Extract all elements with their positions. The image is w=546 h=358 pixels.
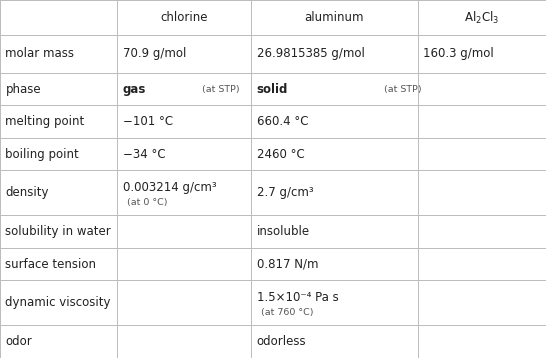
Text: insoluble: insoluble [257, 225, 310, 238]
Text: odorless: odorless [257, 335, 306, 348]
Text: 160.3 g/mol: 160.3 g/mol [423, 48, 494, 61]
Text: 2.7 g/cm³: 2.7 g/cm³ [257, 187, 313, 199]
Text: dynamic viscosity: dynamic viscosity [5, 296, 111, 309]
Text: 0.003214 g/cm³: 0.003214 g/cm³ [123, 180, 216, 194]
Text: −34 °C: −34 °C [123, 147, 165, 161]
Text: gas: gas [123, 83, 146, 96]
Text: 1.5×10⁻⁴ Pa s: 1.5×10⁻⁴ Pa s [257, 291, 339, 304]
Text: surface tension: surface tension [5, 258, 97, 271]
Text: odor: odor [5, 335, 32, 348]
Text: (at STP): (at STP) [202, 84, 240, 93]
Text: phase: phase [5, 83, 41, 96]
Text: 2460 °C: 2460 °C [257, 147, 304, 161]
Text: Al$_2$Cl$_3$: Al$_2$Cl$_3$ [464, 10, 500, 26]
Text: molar mass: molar mass [5, 48, 74, 61]
Text: density: density [5, 187, 49, 199]
Text: (at 0 °C): (at 0 °C) [127, 198, 168, 207]
Text: melting point: melting point [5, 115, 85, 128]
Text: 0.817 N/m: 0.817 N/m [257, 258, 318, 271]
Text: solubility in water: solubility in water [5, 225, 111, 238]
Text: 70.9 g/mol: 70.9 g/mol [123, 48, 186, 61]
Text: chlorine: chlorine [161, 11, 208, 24]
Text: aluminum: aluminum [305, 11, 364, 24]
Text: boiling point: boiling point [5, 147, 79, 161]
Text: (at 760 °C): (at 760 °C) [261, 308, 313, 317]
Text: −101 °C: −101 °C [123, 115, 173, 128]
Text: (at STP): (at STP) [384, 84, 422, 93]
Text: 660.4 °C: 660.4 °C [257, 115, 308, 128]
Text: 26.9815385 g/mol: 26.9815385 g/mol [257, 48, 365, 61]
Text: solid: solid [257, 83, 288, 96]
